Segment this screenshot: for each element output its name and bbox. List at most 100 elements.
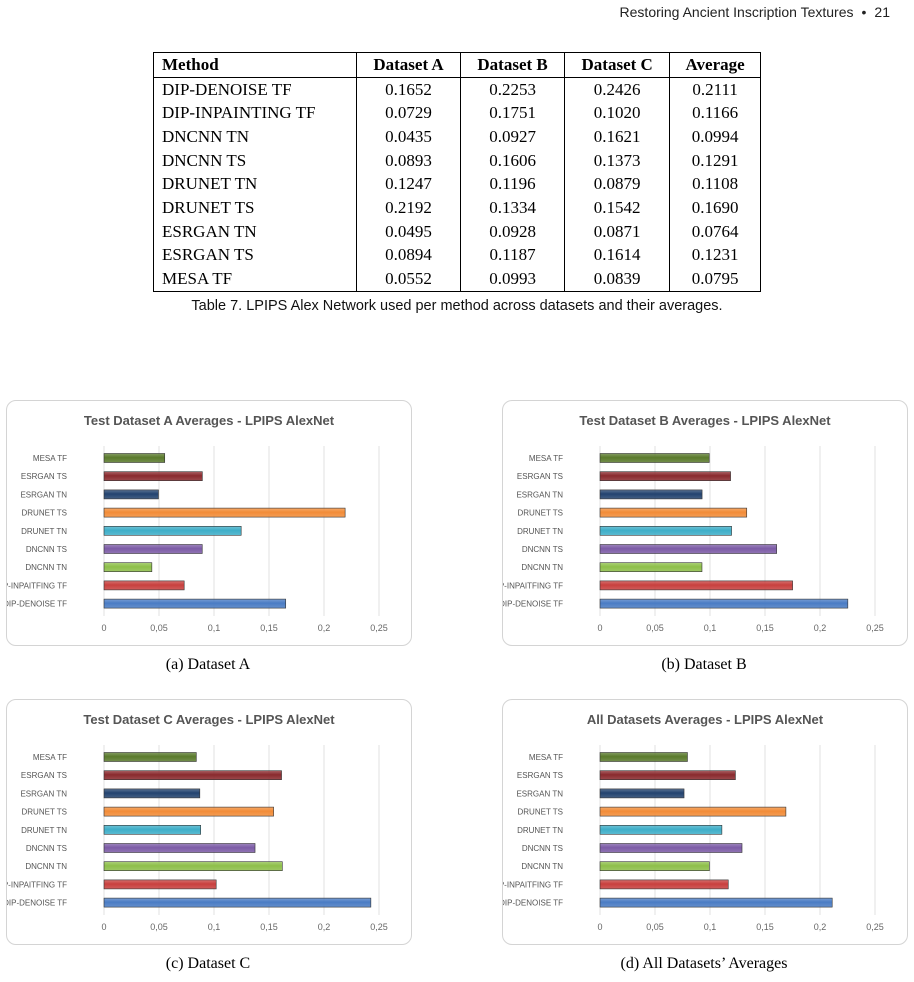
- running-header: Restoring Ancient Inscription Textures • 2…: [620, 4, 890, 20]
- category-label: DRUNET TS: [518, 808, 564, 817]
- subcaption-b: (b) Dataset B: [661, 656, 747, 673]
- value-cell: 0.1187: [460, 243, 566, 268]
- method-cell: DIP-DENOISE TF: [152, 77, 358, 102]
- table-row: DIP-INPAINTING TF 0.0729 0.1751 0.1020 0.116…: [152, 101, 761, 126]
- value-cell: 0.1247: [356, 172, 462, 197]
- category-label: DRUNET TS: [518, 509, 564, 518]
- x-tick-label: 0,05: [150, 922, 168, 932]
- category-label: DIP-INPAITFING TF: [7, 880, 67, 889]
- x-tick-label: 0,25: [370, 623, 388, 633]
- bar: [103, 788, 201, 799]
- bar: [599, 843, 743, 853]
- category-label: ESRGAN TN: [516, 789, 563, 798]
- category-label: MESA TF: [33, 753, 67, 762]
- method-cell: DIP-INPAINTING TF: [152, 101, 358, 126]
- x-tick-label: 0,2: [814, 623, 827, 633]
- table-caption: Table 7. LPIPS Alex Network used per met…: [191, 298, 723, 314]
- value-cell: 0.0871: [564, 219, 671, 244]
- lpips-bar-chart: All Datasets Averages - LPIPS AlexNet 0 0,…: [503, 712, 884, 932]
- x-tick-label: 0,1: [704, 623, 717, 633]
- bar: [599, 489, 703, 500]
- value-cell: 0.0729: [356, 101, 462, 126]
- chart-title: Test Dataset A Averages - LPIPS AlexNet: [84, 413, 335, 428]
- running-header-title: Restoring Ancient Inscription Textures: [619, 4, 854, 20]
- category-label: DIP-INPAITFING TF: [7, 581, 67, 590]
- subcaption-d: (d) All Datasets’ Averages: [620, 955, 788, 972]
- value-cell: 0.0927: [460, 125, 566, 149]
- column-header: Method: [152, 52, 358, 78]
- bar: [103, 544, 203, 554]
- table-header-row: Method Dataset A Dataset B Dataset C Average: [152, 52, 761, 78]
- method-cell: ESRGAN TS: [152, 243, 358, 268]
- x-tick-label: 0,15: [756, 623, 774, 633]
- table-body: DIP-DENOISE TF 0.1652 0.2253 0.2426 0.2111 DI…: [152, 77, 761, 292]
- value-cell: 0.1621: [564, 125, 671, 149]
- category-label: DNCNN TN: [521, 563, 563, 572]
- x-tick-label: 0,25: [866, 922, 884, 932]
- chart-card-a: Test Dataset A Averages - LPIPS AlexNet 0…: [6, 400, 412, 646]
- value-cell: 0.0795: [669, 267, 761, 292]
- x-tick-label: 0,1: [208, 922, 221, 932]
- x-tick-label: 0: [101, 922, 106, 932]
- category-label: MESA TF: [529, 753, 563, 762]
- x-tick-label: 0,1: [704, 922, 717, 932]
- column-header: Dataset C: [564, 52, 671, 78]
- bar: [599, 752, 688, 762]
- value-cell: 0.2426: [564, 77, 671, 102]
- category-label: ESRGAN TS: [21, 472, 67, 481]
- category-label: DIP-DENOISE TF: [503, 600, 563, 609]
- category-label: ESRGAN TS: [517, 472, 563, 481]
- bar: [599, 453, 710, 463]
- category-label: DIP-DENOISE TF: [7, 600, 67, 609]
- category-label: DIP-INPAITFING TF: [503, 581, 563, 590]
- page-number: 21: [874, 4, 890, 20]
- value-cell: 0.1606: [460, 148, 566, 173]
- bar: [599, 825, 723, 835]
- bar: [103, 526, 242, 536]
- bar: [599, 471, 731, 481]
- chart-title: Test Dataset C Averages - LPIPS AlexNet: [83, 712, 335, 727]
- category-label: DIP-INPAITFING TF: [503, 880, 563, 889]
- category-label: ESRGAN TN: [516, 490, 563, 499]
- bar: [599, 526, 732, 536]
- x-tick-label: 0,15: [260, 623, 278, 633]
- category-label: DRUNET TN: [517, 527, 563, 536]
- bar: [599, 770, 736, 780]
- value-cell: 0.0993: [460, 267, 566, 292]
- value-cell: 0.1291: [669, 148, 761, 173]
- x-tick-label: 0,25: [370, 922, 388, 932]
- method-cell: DNCNN TN: [152, 125, 358, 149]
- x-tick-label: 0: [597, 922, 602, 932]
- category-label: ESRGAN TS: [21, 771, 67, 780]
- value-cell: 0.0435: [356, 125, 462, 149]
- bar: [599, 879, 729, 890]
- category-label: ESRGAN TS: [517, 771, 563, 780]
- category-label: DIP-DENOISE TF: [7, 899, 67, 908]
- category-label: ESRGAN TN: [20, 490, 67, 499]
- x-tick-label: 0,05: [646, 623, 664, 633]
- category-label: DNCNN TS: [522, 844, 563, 853]
- lpips-bar-chart: Test Dataset C Averages - LPIPS AlexNet 0…: [7, 712, 388, 932]
- bar: [103, 453, 166, 463]
- bar: [103, 562, 153, 572]
- bar: [103, 861, 283, 871]
- category-label: DNCNN TN: [25, 862, 67, 871]
- value-cell: 0.0764: [669, 219, 761, 244]
- x-tick-label: 0,15: [260, 922, 278, 932]
- chart-card-d: All Datasets Averages - LPIPS AlexNet 0 0,…: [502, 699, 908, 945]
- value-cell: 0.1614: [564, 243, 671, 268]
- method-cell: DRUNET TS: [152, 196, 358, 220]
- category-label: DNCNN TN: [521, 862, 563, 871]
- value-cell: 0.1690: [669, 196, 761, 220]
- x-tick-label: 0,05: [150, 623, 168, 633]
- column-header: Dataset A: [356, 52, 462, 78]
- category-label: MESA TF: [33, 454, 67, 463]
- x-tick-label: 0,2: [318, 922, 331, 932]
- table-row: ESRGAN TN 0.0495 0.0928 0.0871 0.0764: [152, 219, 761, 244]
- bar: [599, 788, 685, 799]
- category-label: DRUNET TN: [21, 826, 67, 835]
- value-cell: 0.1166: [669, 101, 761, 126]
- value-cell: 0.2111: [669, 77, 761, 102]
- lpips-bar-chart: Test Dataset B Averages - LPIPS AlexNet 0…: [503, 413, 884, 633]
- x-tick-label: 0: [597, 623, 602, 633]
